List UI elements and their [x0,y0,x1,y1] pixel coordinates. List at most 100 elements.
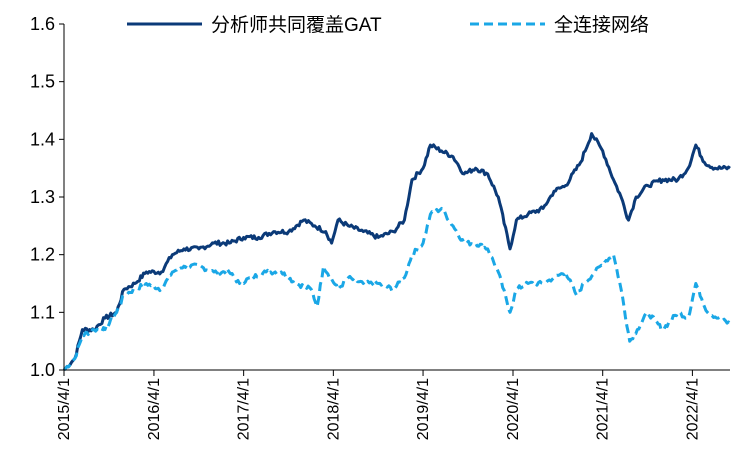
data-point [281,272,282,273]
y-tick-label: 1.3 [30,187,55,207]
data-point [487,248,488,249]
data-point [311,289,312,290]
data-point [323,266,324,267]
data-point [516,220,517,221]
data-point [441,150,442,151]
y-tick-label: 1.1 [30,302,55,322]
data-point [393,231,394,232]
data-point [135,283,136,284]
data-point [584,283,585,284]
data-point [258,237,259,238]
data-point [591,133,592,134]
x-tick-label: 2021/4/1 [595,378,612,440]
data-point [613,254,614,255]
data-point [543,283,544,284]
data-point [251,277,252,278]
data-point [628,220,629,221]
data-point [161,272,162,273]
data-point [146,283,147,284]
data-point [487,173,488,174]
data-point [423,243,424,244]
data-point [695,283,696,284]
data-point [595,272,596,273]
data-point [338,220,339,221]
legend-label-1: 分析师共同覆盖GAT [211,14,382,36]
data-point [82,335,83,336]
x-tick-label: 2018/4/1 [325,378,342,440]
data-point [325,231,326,232]
data-point [229,243,230,244]
data-point [453,156,454,157]
data-point [621,197,622,198]
x-tick-label: 2019/4/1 [415,378,432,440]
data-point [213,272,214,273]
data-point [348,225,349,226]
data-point [718,318,719,319]
x-tick-label: 2022/4/1 [684,378,701,440]
data-point [303,220,304,221]
data-point [688,318,689,319]
data-point [580,162,581,163]
data-point [378,237,379,238]
data-point [172,254,173,255]
data-point [498,197,499,198]
x-tick-label: 2016/4/1 [146,378,163,440]
data-point [74,358,75,359]
data-point [475,168,476,169]
data-point [404,220,405,221]
data-point [213,243,214,244]
data-point [677,312,678,313]
data-point [266,272,267,273]
data-point [510,248,511,249]
data-point [647,185,648,186]
data-point [464,243,465,244]
data-point [105,329,106,330]
data-point [404,277,405,278]
data-point [430,145,431,146]
data-point [183,266,184,267]
data-point [172,272,173,273]
data-point [198,266,199,267]
data-point [363,283,364,284]
data-point [730,168,731,169]
data-point [576,295,577,296]
data-point [707,312,708,313]
data-point [662,329,663,330]
legend: 分析师共同覆盖GAT 全连接网络 [127,14,649,36]
data-point [677,179,678,180]
data-point [498,272,499,273]
data-point [412,254,413,255]
data-point [348,277,349,278]
series-line-2 [62,207,732,372]
y-tick-label: 1.4 [30,129,55,149]
data-point [704,162,705,163]
legend-label-2: 全连接网络 [554,14,649,36]
data-point [528,214,529,215]
series-layer [62,132,732,372]
data-point [124,295,125,296]
y-tick-label: 1.0 [30,360,55,380]
data-point [82,329,83,330]
x-tick-label: 2015/4/1 [56,378,73,440]
series-line-1 [62,132,731,372]
data-point [229,272,230,273]
data-point [565,185,566,186]
data-point [288,231,289,232]
data-point [565,272,566,273]
data-point [430,214,431,215]
data-point [314,225,315,226]
data-point [378,283,379,284]
data-point [730,323,731,324]
x-tick-label: 2017/4/1 [236,378,253,440]
data-point [602,150,603,151]
data-point [94,329,95,330]
data-point [637,329,638,330]
data-point [135,289,136,290]
data-point [629,341,630,342]
data-point [363,231,364,232]
data-point [116,312,117,313]
y-tick-label: 1.2 [30,245,55,265]
data-point [423,168,424,169]
